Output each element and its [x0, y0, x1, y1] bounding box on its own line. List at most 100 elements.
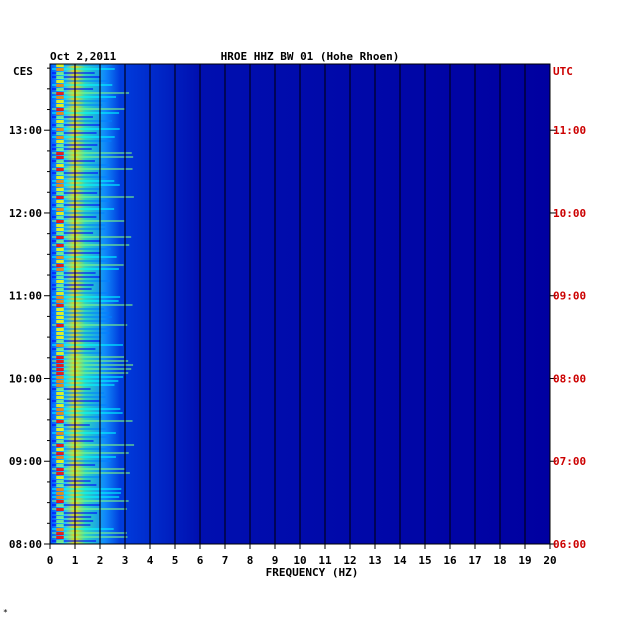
time-streak: [52, 208, 115, 210]
time-streak: [52, 500, 129, 502]
time-streak: [52, 492, 121, 494]
core-energy-cell: [56, 300, 64, 303]
core-energy-cell: [56, 340, 64, 343]
core-energy-cell: [56, 476, 64, 479]
time-streak: [52, 532, 127, 534]
time-streak: [52, 472, 130, 474]
time-streak: [52, 376, 124, 378]
core-energy-cell: [56, 460, 64, 463]
core-energy-cell: [56, 168, 64, 171]
frequency-axis: 0 1 2 3 4 5 6 7 8 9 10 11 12 13 14 15 16 17 18 19 20: [47, 544, 557, 567]
core-energy-cell: [56, 220, 64, 223]
core-energy-cell: [56, 420, 64, 423]
time-streak: [52, 392, 105, 394]
right-tick-label: 09:00: [553, 290, 586, 303]
core-energy-cell: [56, 132, 64, 135]
core-energy-cell: [56, 308, 64, 311]
core-energy-cell: [56, 224, 64, 227]
time-streak: [52, 100, 108, 102]
core-energy-cell: [56, 244, 64, 247]
time-streak: [52, 332, 110, 334]
core-energy-cell: [56, 316, 64, 319]
left-tick-label: 13:00: [9, 124, 42, 137]
time-streak: [52, 384, 115, 386]
plot-area: [49, 63, 551, 545]
time-streak: [52, 120, 112, 122]
time-streak: [52, 388, 91, 390]
core-energy-cell: [56, 484, 64, 487]
core-energy-cell: [56, 468, 64, 471]
time-streak: [52, 420, 133, 422]
core-energy-cell: [56, 372, 64, 375]
core-energy-cell: [56, 108, 64, 111]
core-energy-cell: [56, 376, 64, 379]
core-energy-cell: [56, 264, 64, 267]
time-streak: [52, 288, 92, 290]
time-streak: [52, 484, 97, 486]
core-energy-cell: [56, 260, 64, 263]
time-streak: [52, 304, 133, 306]
x-tick-label: 8: [247, 554, 254, 567]
time-streak: [52, 424, 90, 426]
right-tick-label: 08:00: [553, 372, 586, 385]
time-streak: [52, 256, 117, 258]
time-streak: [52, 356, 124, 358]
footer-mark: *: [3, 608, 8, 617]
core-energy-cell: [56, 128, 64, 131]
core-energy-cell: [56, 504, 64, 507]
x-tick-label: 12: [343, 554, 356, 567]
core-energy-cell: [56, 284, 64, 287]
time-streak: [52, 436, 110, 438]
time-streak: [52, 280, 110, 282]
time-streak: [52, 284, 94, 286]
core-energy-cell: [56, 172, 64, 175]
time-streak: [52, 364, 134, 366]
right-time-axis: 06:00 07:00 08:00 09:00 10:00 11:00: [550, 124, 586, 551]
time-streak: [52, 64, 112, 66]
time-streaks: [52, 64, 135, 543]
time-streak: [52, 312, 110, 314]
core-energy-cell: [56, 88, 64, 91]
x-tick-label: 16: [443, 554, 457, 567]
time-streak: [52, 72, 95, 74]
time-streak: [52, 380, 119, 382]
core-energy-cell: [56, 64, 64, 67]
core-energy-cell: [56, 96, 64, 99]
core-energy-cell: [56, 216, 64, 219]
core-energy-cell: [56, 404, 64, 407]
core-energy-cell: [56, 444, 64, 447]
time-streak: [52, 124, 101, 126]
time-streak: [52, 136, 115, 138]
core-energy-cell: [56, 296, 64, 299]
core-energy-cell: [56, 488, 64, 491]
right-tick-label: 10:00: [553, 207, 586, 220]
time-streak: [52, 432, 116, 434]
core-energy-cell: [56, 332, 64, 335]
time-streak: [52, 520, 94, 522]
time-streak: [52, 112, 120, 114]
core-energy-cell: [56, 320, 64, 323]
time-streak: [52, 412, 123, 414]
core-energy-cell: [56, 408, 64, 411]
core-energy-cell: [56, 164, 64, 167]
time-streak: [52, 224, 106, 226]
time-streak: [52, 228, 106, 230]
time-streak: [52, 216, 97, 218]
x-tick-label: 6: [197, 554, 204, 567]
time-streak: [52, 148, 92, 150]
time-streak: [52, 524, 91, 526]
core-energy-cell: [56, 324, 64, 327]
core-energy-cell: [56, 200, 64, 203]
core-energy-cell: [56, 80, 64, 83]
time-streak: [52, 188, 103, 190]
time-streak: [52, 268, 119, 270]
time-streak: [52, 540, 97, 542]
time-streak: [52, 76, 101, 78]
core-energy-cell: [56, 144, 64, 147]
time-streak: [52, 156, 134, 158]
time-streak: [52, 80, 110, 82]
core-energy-cell: [56, 496, 64, 499]
core-energy-cell: [56, 176, 64, 179]
time-streak: [52, 244, 130, 246]
time-streak: [52, 456, 116, 458]
